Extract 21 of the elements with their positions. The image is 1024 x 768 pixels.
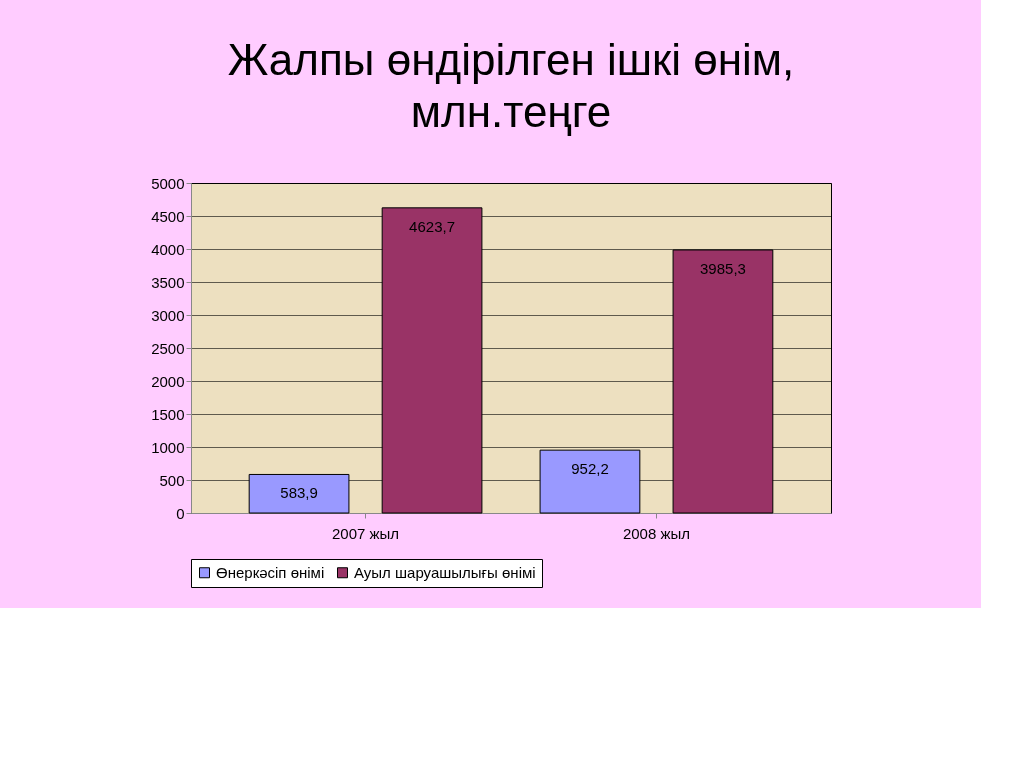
y-tick-label: 1000 bbox=[151, 438, 185, 456]
y-tick-label: 3000 bbox=[151, 306, 185, 324]
y-tick-label: 4500 bbox=[151, 207, 185, 225]
y-tick-label: 2500 bbox=[151, 339, 185, 357]
data-label: 3985,3 bbox=[700, 259, 746, 277]
legend-label: Ауыл шаруашылығы өнімі bbox=[354, 563, 536, 581]
data-label: 952,2 bbox=[571, 460, 609, 478]
y-tick-label: 5000 bbox=[151, 174, 185, 192]
chart-title: Жалпы өндірілген ішкі өнім, bbox=[227, 35, 795, 84]
y-tick-label: 3500 bbox=[151, 273, 185, 291]
chart-subtitle: млн.теңге bbox=[410, 87, 612, 136]
y-tick-label: 500 bbox=[159, 471, 185, 489]
x-tick-label: 2008 жыл bbox=[622, 524, 691, 542]
data-label: 4623,7 bbox=[409, 217, 455, 235]
data-label: 583,9 bbox=[280, 484, 318, 502]
y-tick-label: 0 bbox=[176, 504, 185, 522]
legend-label: Өнеркәсіп өнімі bbox=[216, 563, 325, 581]
y-tick-label: 2000 bbox=[151, 372, 185, 390]
y-tick-label: 1500 bbox=[151, 405, 185, 423]
x-tick-label: 2007 жыл bbox=[331, 524, 400, 542]
y-tick-label: 4000 bbox=[151, 240, 185, 258]
